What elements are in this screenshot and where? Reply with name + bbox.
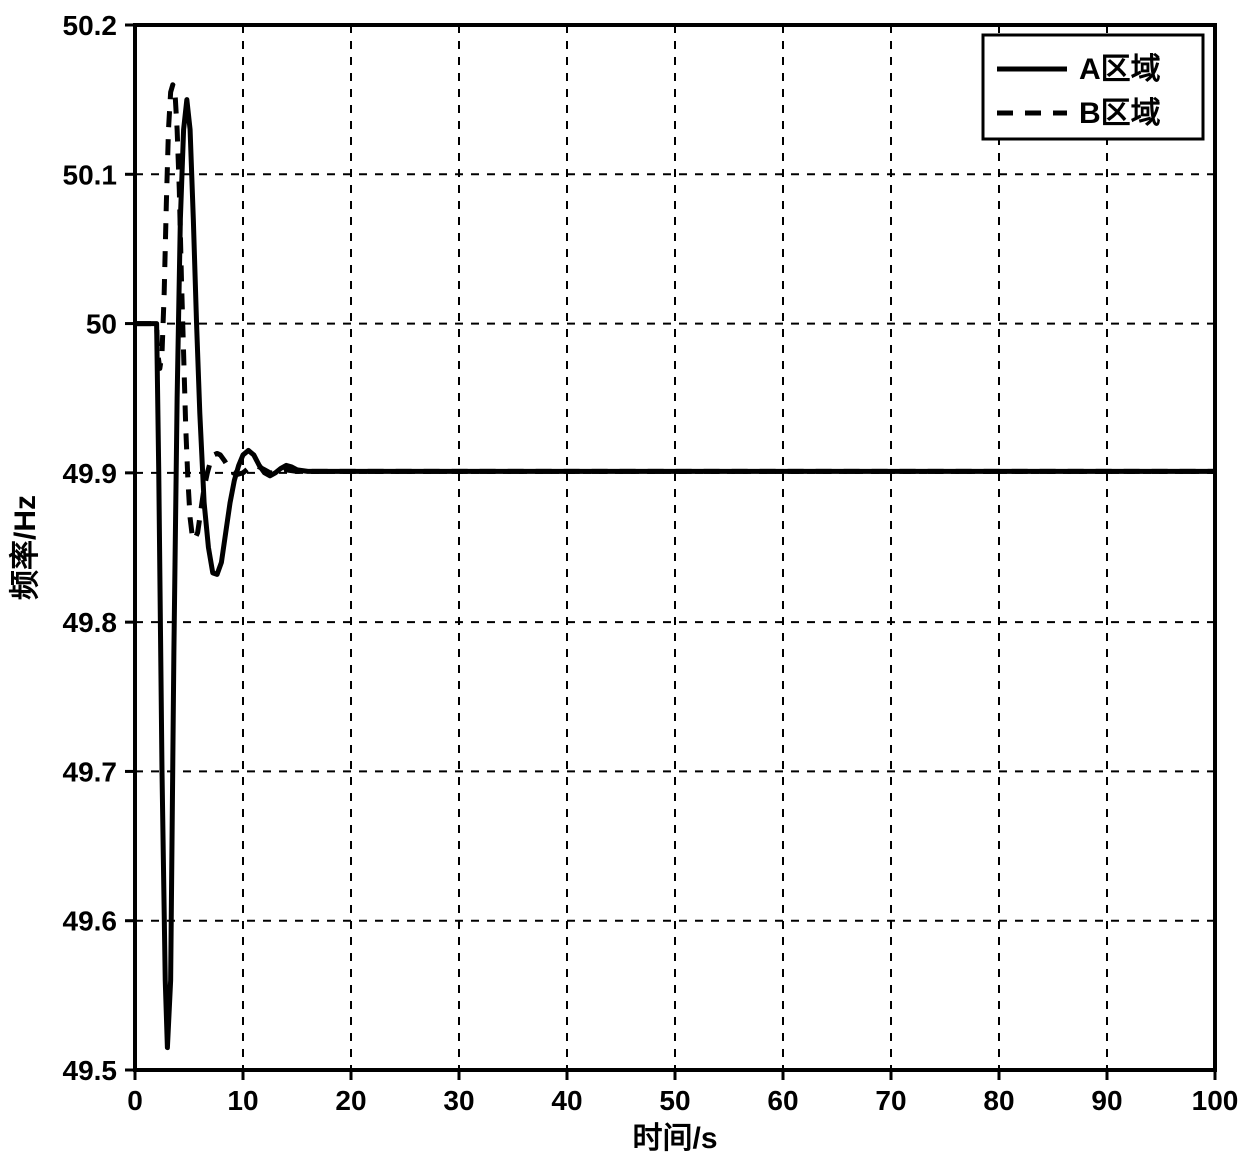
x-tick-label: 10	[227, 1085, 258, 1116]
x-tick-label: 0	[127, 1085, 143, 1116]
y-tick-label: 49.8	[63, 607, 118, 638]
y-tick-label: 49.6	[63, 906, 118, 937]
y-axis-label: 频率/Hz	[9, 495, 42, 600]
y-tick-label: 49.5	[63, 1055, 118, 1086]
x-tick-label: 60	[767, 1085, 798, 1116]
x-tick-label: 20	[335, 1085, 366, 1116]
y-tick-label: 50	[86, 309, 117, 340]
y-tick-label: 50.1	[63, 159, 118, 190]
x-tick-label: 70	[875, 1085, 906, 1116]
legend-label: A区域	[1079, 53, 1161, 86]
chart-svg: 0 10 20 30 40 50 60 70 80 90 100 49.5 49.6 49.7 49.8 49…	[0, 0, 1240, 1157]
y-tick-label: 50.2	[63, 10, 118, 41]
y-tick-label: 49.7	[63, 756, 118, 787]
x-axis-label: 时间/s	[632, 1122, 717, 1155]
legend-label: B区域	[1079, 97, 1161, 130]
x-tick-label: 50	[659, 1085, 690, 1116]
x-tick-label: 90	[1091, 1085, 1122, 1116]
x-tick-label: 40	[551, 1085, 582, 1116]
x-tick-label: 100	[1192, 1085, 1239, 1116]
y-tick-label: 49.9	[63, 458, 118, 489]
legend: A区域 B区域	[983, 35, 1203, 139]
x-tick-label: 80	[983, 1085, 1014, 1116]
frequency-chart: 0 10 20 30 40 50 60 70 80 90 100 49.5 49.6 49.7 49.8 49…	[0, 0, 1240, 1157]
x-tick-label: 30	[443, 1085, 474, 1116]
